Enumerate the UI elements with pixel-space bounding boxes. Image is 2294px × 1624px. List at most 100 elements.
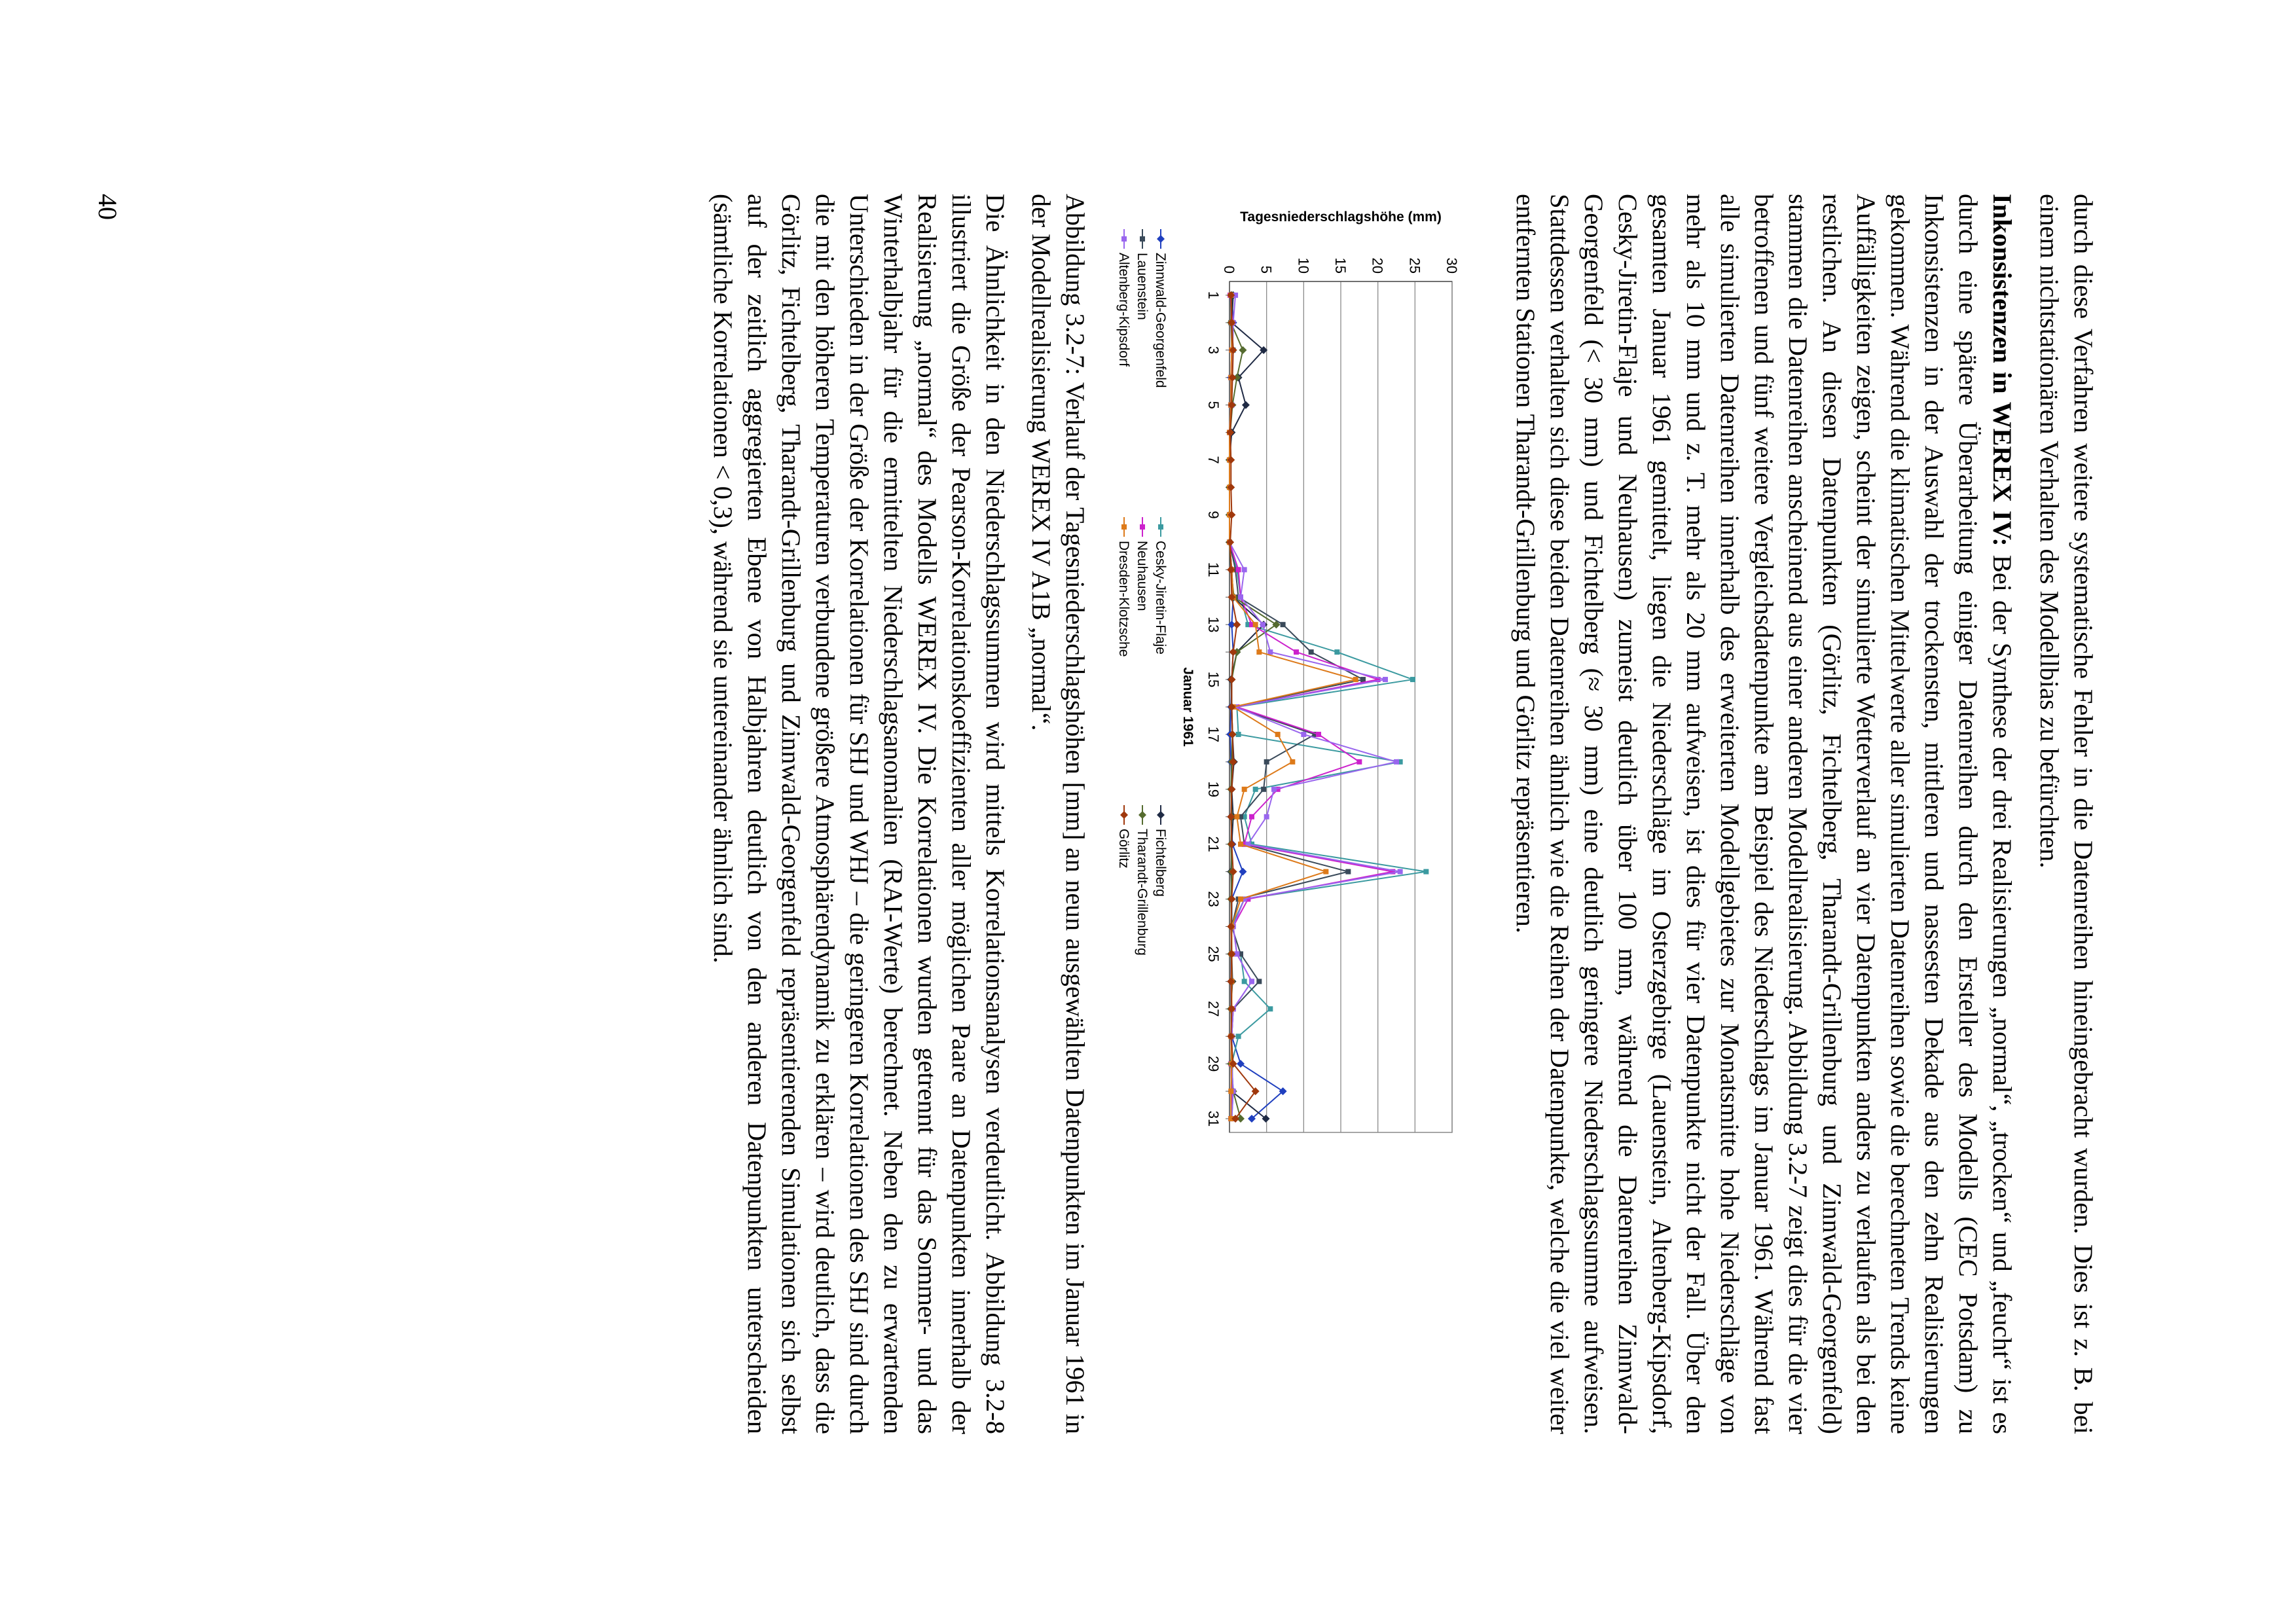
data-point [1323,869,1329,875]
data-point [1241,567,1247,573]
data-point [1227,566,1235,574]
legend-marker [1120,811,1128,819]
paragraph-body: Bei der Synthese der drei Realisierungen… [1511,194,2017,1434]
data-point [1249,979,1254,984]
data-point [1294,649,1299,655]
data-point [1235,567,1241,573]
data-point [1353,677,1358,683]
data-point [1264,759,1269,765]
data-point [1228,785,1236,793]
data-point [1275,731,1281,737]
x-tick-label: 27 [1205,1001,1222,1017]
data-point [1252,622,1258,628]
y-tick-label: 15 [1332,258,1349,274]
data-point [1261,786,1267,792]
precipitation-line-chart: 0 5 10 15 20 25 30135791113151719212325272931 … [1116,209,1460,1133]
data-point [1228,401,1236,409]
series-line [1229,295,1393,1119]
chart-gridlines [1229,281,1453,1133]
x-tick-label: 29 [1205,1056,1222,1072]
data-point [1345,869,1351,875]
data-point [1234,951,1240,957]
legend-marker [1158,524,1163,530]
y-tick-label: 5 [1258,266,1275,274]
y-tick-label: 30 [1444,258,1460,274]
x-tick-label: 31 [1205,1111,1222,1127]
legend-marker [1121,524,1127,530]
legend-label: Dresden-Klotzsche [1116,541,1131,657]
data-point [1226,538,1235,547]
legend-marker [1140,524,1145,530]
x-tick-label: 13 [1205,617,1222,632]
x-tick-label: 7 [1205,456,1222,463]
paragraph-intro-text: durch diese Verfahren weitere systematis… [2035,194,2098,1434]
series-cesky-jiretin-flaje [1227,292,1429,1122]
data-point [1228,950,1236,958]
legend-entry: Görlitz [1116,805,1131,869]
series-line [1229,295,1356,1119]
data-point [1235,1034,1241,1039]
y-axis-label: Tagesniederschlagshöhe (mm) [1240,209,1442,225]
data-point [1237,1115,1245,1123]
x-tick-label: 17 [1205,727,1222,742]
legend-entry: Cesky-Jiretin-Flaje [1153,517,1168,655]
data-point [1238,841,1243,847]
data-point [1241,401,1250,409]
x-tick-label: 21 [1205,836,1222,852]
data-point [1280,622,1286,628]
legend-label: Görlitz [1116,829,1131,869]
data-point [1264,814,1269,820]
y-tick-label: 20 [1370,258,1386,274]
legend-marker [1138,811,1146,819]
data-point [1227,456,1235,464]
legend-entry: Altenberg-Kipsdorf [1116,229,1131,367]
data-point [1235,731,1241,737]
figure-chart: 0 5 10 15 20 25 30 1 3 5 7 9 11 13 15 17 19 21 23 25 27 29 31 … [1097,196,1464,1339]
legend-entry: Fichtelberg [1153,805,1168,897]
legend-label: Neuhausen [1135,541,1150,611]
data-point [1397,869,1403,875]
y-tick-label: 10 [1295,258,1311,274]
legend-entry: Tharandt-Grillenburg [1135,805,1150,956]
x-tick-label: 11 [1205,562,1222,577]
x-tick-label: 1 [1205,291,1222,299]
legend-marker [1157,235,1165,243]
y-tick-label: 25 [1406,258,1423,274]
data-point [1316,731,1321,737]
legend-label: Fichtelberg [1153,829,1168,897]
data-point [1228,1116,1234,1122]
data-point [1233,292,1239,298]
data-point [1301,731,1307,737]
data-point [1252,786,1258,792]
data-point [1394,759,1399,765]
data-point [1290,759,1296,765]
legend-label: Tharandt-Grillenburg [1135,829,1150,956]
legend-label: Altenberg-Kipsdorf [1116,253,1131,367]
data-point [1241,786,1247,792]
paragraph-heading: Inkonsistenzen in WEREX IV: [1988,194,2017,547]
data-point [1267,649,1273,655]
data-point [1267,1006,1273,1012]
x-tick-label: 23 [1205,891,1222,907]
x-tick-label: 9 [1205,511,1222,518]
legend-label: Cesky-Jiretin-Flaje [1153,541,1168,655]
x-tick-label: 3 [1205,346,1222,354]
x-tick-label: 25 [1205,946,1222,962]
paragraph-intro: durch diese Verfahren weitere systematis… [2032,194,2100,1434]
paragraph-correlation: Die Ähnlichkeit in den Niederschlagssumm… [708,194,1010,1434]
data-point [1248,1115,1256,1123]
legend-entry: Lauenstein [1135,229,1150,320]
data-point [1334,649,1340,655]
series-lauenstein [1227,292,1366,1122]
x-tick-label: 19 [1205,782,1222,797]
data-point [1228,1089,1234,1094]
data-point [1238,594,1243,600]
data-point [1410,677,1415,683]
data-point [1262,1115,1270,1123]
data-point [1228,895,1236,903]
data-point [1227,977,1235,986]
data-point [1360,677,1366,683]
